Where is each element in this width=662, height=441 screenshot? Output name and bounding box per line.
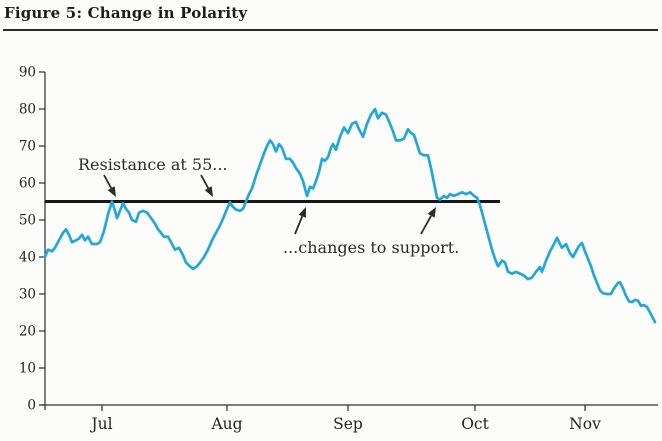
y-tick-label: 10 [19,361,36,377]
annotation-arrow-head [107,186,116,197]
y-tick-label: 20 [19,324,36,340]
x-tick-label: Aug [210,415,242,433]
x-tick-label: Sep [333,415,363,433]
x-tick-label: Jul [89,415,112,433]
annotation-arrow-shaft [294,215,304,235]
figure-title: Figure 5: Change in Polarity [4,4,248,22]
annotation-arrow-shaft [200,174,210,189]
y-tick-label: 50 [19,213,36,229]
y-tick-label: 30 [19,287,36,303]
annotation-arrow-head [427,207,436,218]
title-rule [3,29,658,31]
y-tick-label: 80 [19,102,36,118]
annotation-label: ...changes to support. [283,238,459,257]
annotation-label: Resistance at 55... [78,155,228,174]
annotation-arrow-head [204,186,213,197]
y-tick-label: 0 [27,398,36,414]
x-tick-label: Nov [569,415,601,433]
annotation-arrow-head [298,207,306,218]
y-tick-label: 70 [19,139,36,155]
price-series-line [43,107,657,324]
annotation-arrow-shaft [103,174,113,189]
y-tick-label: 90 [19,65,36,81]
y-tick-label: 40 [19,250,36,266]
y-tick-label: 60 [19,176,36,192]
x-tick-label: Oct [461,415,489,433]
annotation-arrow-shaft [420,215,432,235]
